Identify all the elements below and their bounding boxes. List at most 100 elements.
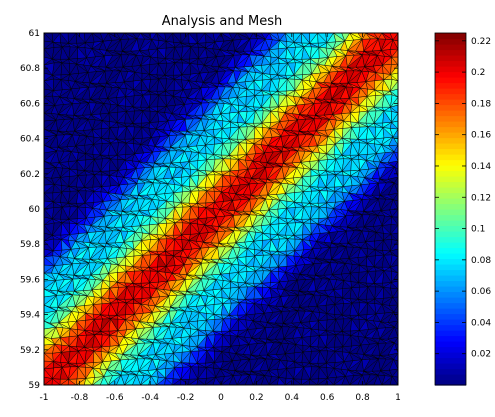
mesh-triangle bbox=[277, 33, 286, 42]
colorbar-segment bbox=[435, 93, 466, 100]
x-tick-label: -0.4 bbox=[141, 393, 159, 403]
x-tick-label: 1 bbox=[395, 393, 401, 403]
x-tick-label: 0.6 bbox=[320, 393, 335, 403]
colorbar-segment bbox=[435, 121, 466, 128]
x-axis: -1 -0.8 -0.6 -0.4 -0.2 0 0.2 0.4 0.6 0.8 1 bbox=[40, 33, 401, 403]
mesh-triangle bbox=[212, 33, 222, 43]
colorbar-tick-label: 0.22 bbox=[471, 37, 491, 47]
colorbar-segment bbox=[435, 297, 466, 304]
colorbar-segment bbox=[435, 110, 466, 117]
colorbar-segment bbox=[435, 170, 466, 177]
chart-title: Analysis and Mesh bbox=[162, 14, 283, 29]
colorbar-segment bbox=[435, 33, 466, 40]
colorbar-segment bbox=[435, 341, 466, 348]
mesh-triangle bbox=[260, 33, 270, 40]
y-tick-label: 59.2 bbox=[20, 346, 40, 356]
colorbar-segment bbox=[435, 368, 466, 375]
colorbar-frame bbox=[434, 32, 467, 386]
mesh-triangle bbox=[51, 33, 61, 43]
colorbar-segment bbox=[435, 374, 466, 381]
x-tick-label: -0.8 bbox=[71, 393, 89, 403]
x-tick-label: 0.4 bbox=[285, 393, 300, 403]
colorbar-segment bbox=[435, 159, 466, 166]
x-tick-label: -0.6 bbox=[106, 393, 124, 403]
colorbar-tick-label: 0.12 bbox=[471, 193, 491, 203]
colorbar-segment bbox=[435, 352, 466, 359]
colorbar-segment bbox=[435, 286, 466, 293]
colorbar-segment bbox=[435, 363, 466, 370]
mesh-triangle bbox=[357, 33, 367, 40]
y-tick-label: 59.6 bbox=[20, 275, 40, 285]
colorbar-segment bbox=[435, 258, 466, 265]
plot-area bbox=[43, 32, 399, 386]
colorbar-segment bbox=[435, 319, 466, 326]
colorbar-segment bbox=[435, 148, 466, 155]
colorbar-segment bbox=[435, 220, 466, 227]
colorbar-segment bbox=[435, 38, 466, 45]
colorbar-segment bbox=[435, 77, 466, 84]
mesh-triangle bbox=[164, 33, 174, 42]
colorbar-tick-label: 0.08 bbox=[471, 256, 491, 266]
mesh-triangle bbox=[341, 33, 350, 42]
colorbar-tick-label: 0.1 bbox=[471, 225, 485, 235]
y-tick-label: 60 bbox=[29, 205, 41, 215]
colorbar-segment bbox=[435, 302, 466, 309]
x-tick-label: 0 bbox=[218, 393, 224, 403]
colorbar-segment bbox=[435, 132, 466, 139]
colorbar-segment bbox=[435, 187, 466, 194]
colorbar-segment bbox=[435, 115, 466, 122]
colorbar-segment bbox=[435, 236, 466, 243]
colorbar-segment bbox=[435, 247, 466, 254]
colorbar-segment bbox=[435, 66, 466, 73]
mesh-triangle bbox=[84, 33, 93, 44]
colorbar-segment bbox=[435, 60, 466, 67]
colorbar-segment bbox=[435, 264, 466, 271]
x-tick-label: 0.8 bbox=[355, 393, 370, 403]
y-axis: 59 59.2 59.4 59.6 59.8 60 60.2 60.4 60.6 60.8 61 bbox=[20, 29, 398, 391]
mesh-triangle bbox=[325, 33, 334, 44]
x-tick-label: -1 bbox=[40, 393, 49, 403]
y-tick-label: 59.4 bbox=[20, 311, 40, 321]
colorbar-segment bbox=[435, 192, 466, 199]
colorbar-tick-label: 0.14 bbox=[471, 162, 491, 172]
colorbar-segment bbox=[435, 176, 466, 183]
colorbar-segment bbox=[435, 88, 466, 95]
colorbar-segment bbox=[435, 55, 466, 62]
colorbar-segment bbox=[435, 143, 466, 150]
colorbar-segment bbox=[435, 324, 466, 331]
colorbar: 0.02 0.04 0.06 0.08 0.1 0.12 0.14 0.16 0.18 0.2 0.… bbox=[434, 32, 491, 386]
y-tick-label: 61 bbox=[29, 29, 40, 39]
y-tick-label: 60.8 bbox=[20, 64, 40, 74]
y-tick-label: 60.2 bbox=[20, 170, 40, 180]
mesh-triangle bbox=[373, 33, 383, 40]
colorbar-tick-label: 0.02 bbox=[471, 350, 491, 360]
colorbar-segment bbox=[435, 308, 466, 315]
mesh-triangle bbox=[180, 33, 190, 44]
colorbar-segment bbox=[435, 275, 466, 282]
mesh-triangle bbox=[67, 33, 77, 44]
colorbar-segment bbox=[435, 49, 466, 56]
mesh-triangle bbox=[244, 33, 254, 40]
mesh-triangle bbox=[293, 33, 302, 43]
x-tick-label: -0.2 bbox=[177, 393, 195, 403]
colorbar-segment bbox=[435, 280, 466, 287]
colorbar-segment bbox=[435, 291, 466, 298]
colorbar-segment bbox=[435, 379, 466, 386]
colorbar-segment bbox=[435, 253, 466, 260]
colorbar-segment bbox=[435, 357, 466, 364]
mesh bbox=[44, 33, 398, 385]
colorbar-segment bbox=[435, 269, 466, 276]
mesh-triangle bbox=[100, 33, 109, 42]
mesh-triangle bbox=[132, 33, 141, 40]
colorbar-tick-label: 0.16 bbox=[471, 131, 491, 141]
colorbar-segment bbox=[435, 137, 466, 144]
colorbar-segment bbox=[435, 165, 466, 172]
colorbar-segment bbox=[435, 104, 466, 111]
colorbar-segment bbox=[435, 225, 466, 232]
mesh-triangle bbox=[228, 33, 238, 41]
colorbar-segment bbox=[435, 313, 466, 320]
y-tick-label: 60.4 bbox=[20, 135, 40, 145]
mesh-triangle bbox=[196, 33, 206, 44]
